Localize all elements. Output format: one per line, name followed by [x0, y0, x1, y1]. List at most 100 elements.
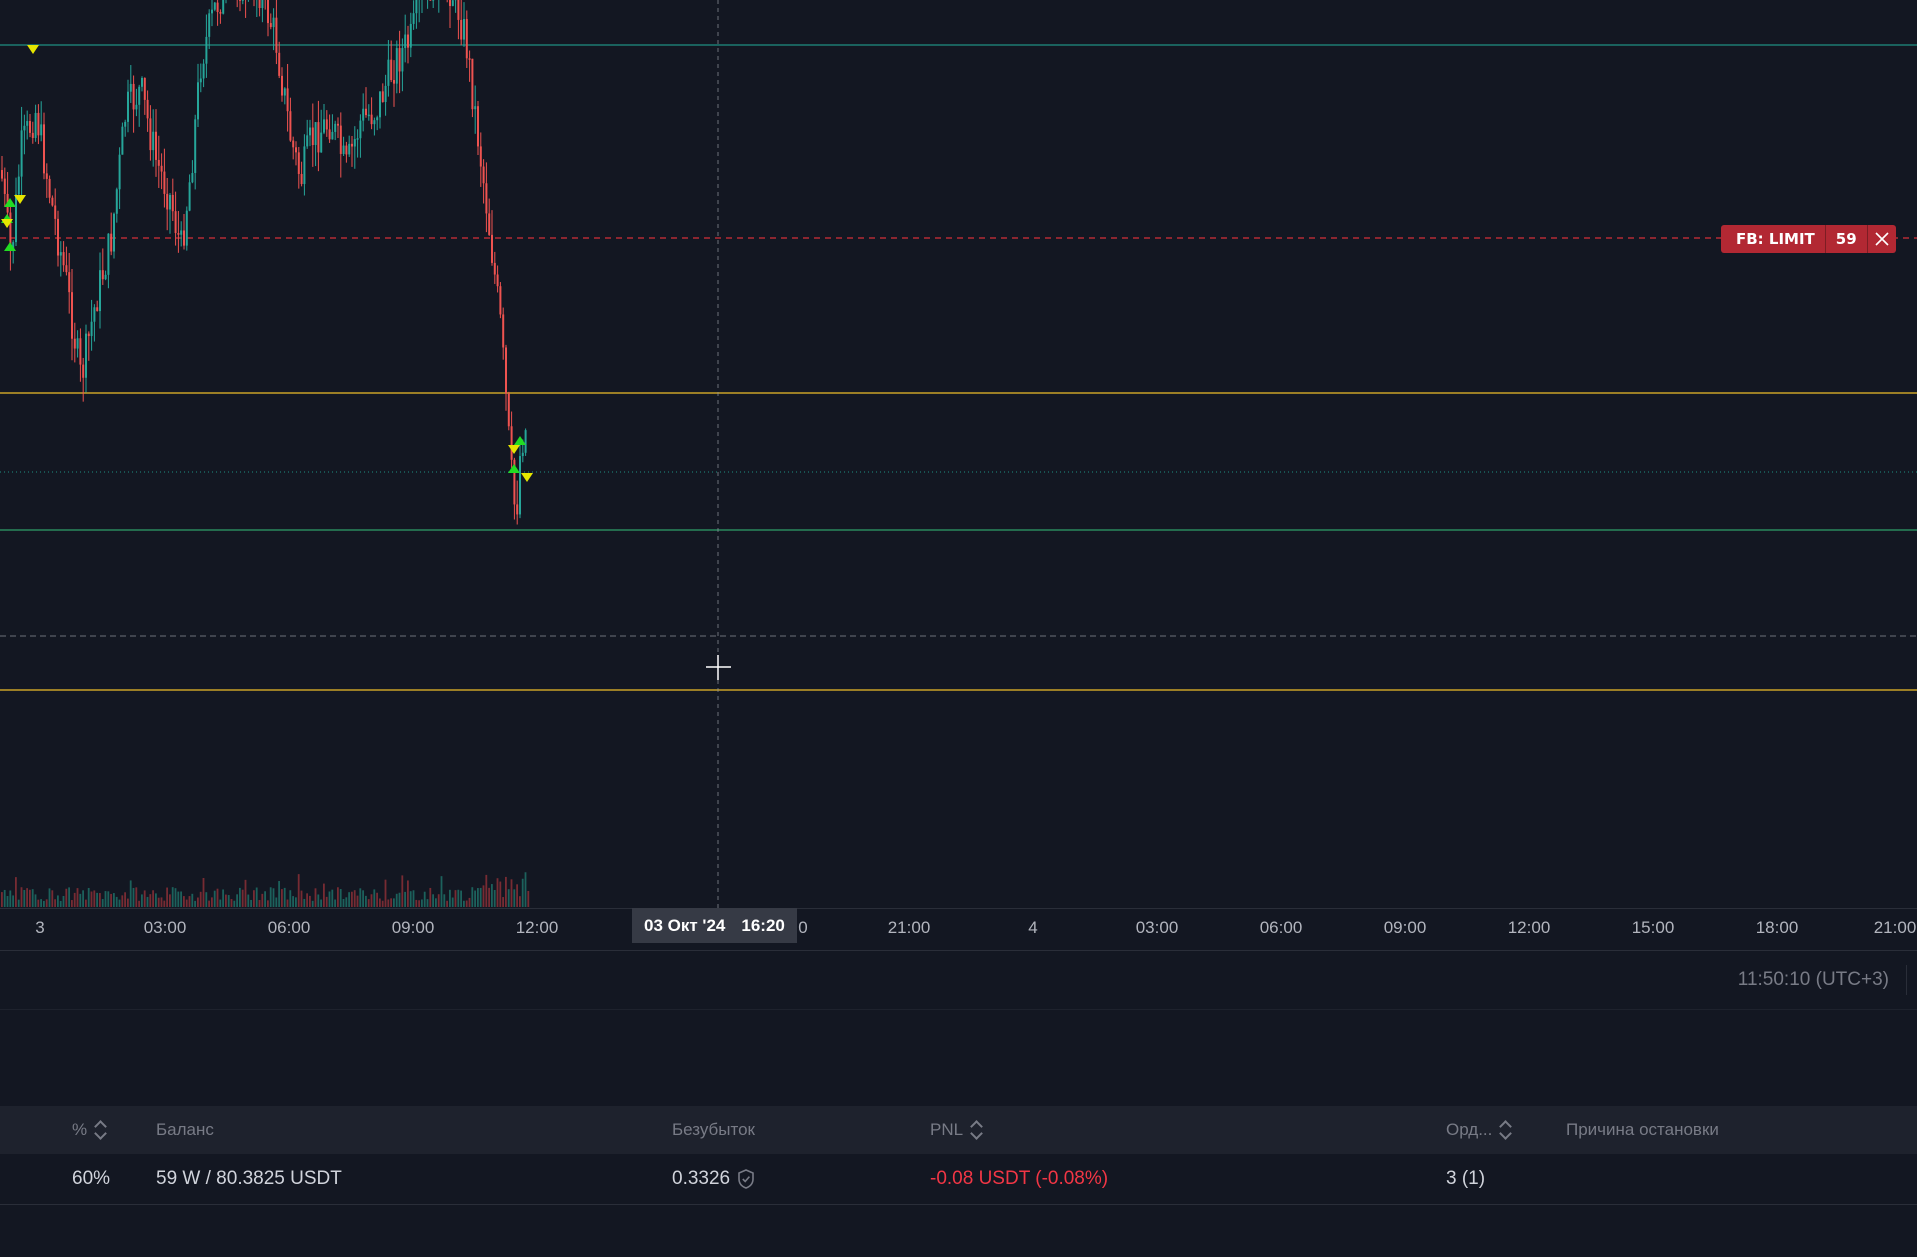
volume-bar [395, 893, 398, 907]
buy-marker-icon [514, 436, 526, 445]
candle-body [183, 230, 185, 246]
candle-body [82, 364, 85, 378]
order-line-label[interactable]: FB: LIMIT 59 [1721, 225, 1896, 253]
chart-area[interactable]: FB: LIMIT 59 [0, 0, 1917, 910]
candle-body [191, 172, 194, 183]
volume-bar [286, 899, 289, 907]
volume-bar [446, 900, 448, 907]
header-orders[interactable]: Орд... [1446, 1106, 1512, 1154]
volume-bar [345, 897, 348, 907]
sort-icon[interactable] [969, 1119, 983, 1141]
candle-body [351, 143, 353, 147]
candle-body [40, 124, 43, 136]
candle-body [267, 0, 269, 24]
candle-body [479, 146, 482, 167]
volume-bar [169, 894, 171, 907]
volume-bar [502, 897, 504, 907]
volume-bar [20, 887, 23, 907]
volume-bar [244, 879, 247, 907]
volume-bar [90, 891, 93, 907]
volume-bar [362, 890, 364, 907]
candle-body [9, 212, 12, 252]
volume-bar [160, 897, 163, 907]
clock[interactable]: 11:50:10 (UTC+3) [1737, 969, 1889, 990]
candle-body [281, 75, 283, 96]
candle-body [205, 36, 208, 64]
table-row[interactable]: 60% 59 W / 80.3825 USDT 0.3326 -0.08 USD… [0, 1154, 1917, 1205]
volume-bar [3, 889, 6, 907]
price-chart[interactable] [0, 0, 1917, 910]
crosshair-time-label: 03 Окт '24 16:20 [632, 908, 797, 943]
volume-bar [373, 889, 376, 907]
volume-bar [309, 895, 311, 907]
candle-body [197, 82, 199, 120]
volume-bar [264, 891, 266, 907]
candle-body [292, 140, 295, 148]
volume-bar [247, 894, 250, 907]
header-percent[interactable]: % [72, 1106, 107, 1154]
volume-bar [250, 899, 252, 907]
order-quantity[interactable]: 59 [1825, 225, 1868, 253]
volume-bar [297, 874, 300, 907]
volume-bar [135, 887, 138, 907]
order-type-label[interactable]: FB: LIMIT [1726, 225, 1826, 253]
volume-bar [429, 887, 432, 907]
candle-body [320, 132, 323, 153]
volume-bar [222, 889, 224, 907]
candle-body [499, 286, 502, 315]
candle-body [96, 307, 99, 312]
volume-bar [12, 895, 14, 907]
cell-orders: 3 (1) [1446, 1168, 1486, 1189]
sort-icon[interactable] [93, 1119, 107, 1141]
candle-body [407, 34, 409, 48]
candle-body [524, 430, 527, 453]
candle-body [465, 19, 468, 59]
candle-body [239, 0, 241, 1]
time-tick-label: 21:00 [887, 918, 931, 937]
volume-bar [104, 891, 107, 907]
volume-bar [325, 896, 328, 907]
header-breakeven: Безубыток [672, 1120, 755, 1139]
time-axis[interactable] [0, 908, 1917, 951]
volume-bar [183, 896, 185, 907]
candle-body [463, 19, 465, 40]
volume-bar [516, 884, 518, 907]
candle-body [482, 166, 485, 184]
candle-body [367, 114, 370, 117]
drag-handle-icon[interactable] [1721, 225, 1726, 253]
header-pnl[interactable]: PNL [930, 1106, 983, 1154]
volume-bar [474, 890, 476, 907]
candle-body [297, 152, 300, 174]
volume-bar [423, 891, 426, 907]
volume-bar [376, 892, 378, 907]
volume-bar [289, 890, 292, 907]
volume-bar [6, 896, 9, 907]
cell-balance: 59 W / 80.3825 USDT [156, 1168, 342, 1189]
volume-bar [15, 877, 17, 907]
volume-bar [421, 899, 423, 907]
sell-marker-icon [27, 45, 39, 54]
candle-body [222, 0, 225, 14]
volume-bar [57, 895, 59, 907]
volume-bar [521, 878, 524, 907]
close-icon[interactable] [1867, 225, 1896, 253]
candle-body [79, 338, 82, 365]
table-header: % Баланс Безубыток PNL Орд... Причина ос… [0, 1106, 1917, 1154]
volume-bar [463, 900, 465, 907]
candlestick-series [1, 0, 527, 525]
crosshair-time: 16:20 [741, 915, 785, 935]
candle-body [76, 338, 79, 349]
crosshair [0, 0, 1917, 908]
volume-bar [43, 900, 45, 907]
volume-bar [482, 885, 485, 907]
candle-body [272, 17, 275, 28]
volume-bar [418, 900, 420, 907]
candle-body [502, 314, 505, 348]
candle-body [390, 59, 393, 81]
candle-body [323, 119, 325, 133]
volume-bar [143, 890, 146, 907]
sort-icon[interactable] [1498, 1119, 1512, 1141]
candle-body [373, 120, 376, 125]
volume-bar [155, 893, 157, 907]
candle-body [342, 145, 345, 154]
